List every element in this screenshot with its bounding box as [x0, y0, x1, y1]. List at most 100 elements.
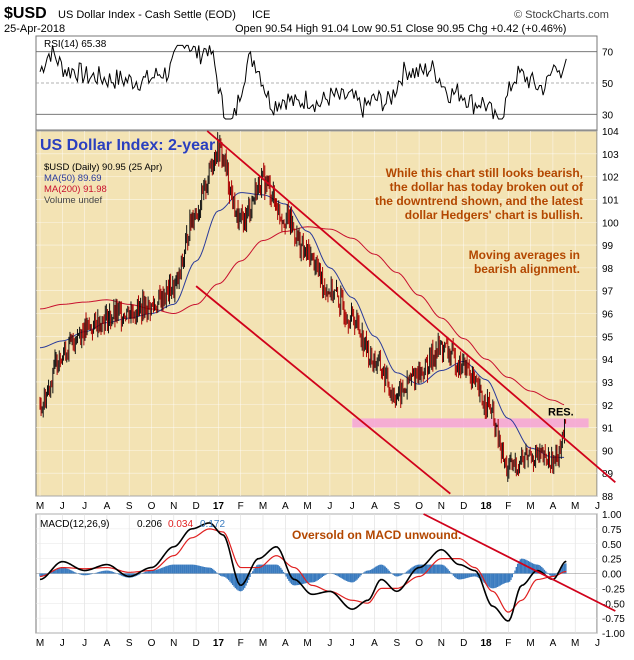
price-tick-label: 99 — [602, 241, 614, 252]
rsi-line — [39, 44, 567, 120]
price-legend-item: MA(50) 89.69 — [44, 173, 102, 184]
price-legend-item: $USD (Daily) 90.95 (25 Apr) — [44, 162, 162, 173]
macd-month-label: M — [36, 638, 44, 649]
macd-month-label: J — [60, 638, 65, 649]
macd-month-label: M — [303, 638, 311, 649]
month-label: J — [327, 501, 332, 512]
ohlc-readout: Open 90.54 High 91.04 Low 90.51 Close 90… — [235, 23, 567, 35]
month-label: A — [282, 501, 289, 512]
channel-extension-line — [423, 513, 616, 612]
macd-tick-label: -0.75 — [602, 614, 625, 625]
macd-month-label: J — [327, 638, 332, 649]
resistance-label: RES. — [548, 406, 574, 418]
macd-month-label: D — [192, 638, 199, 649]
macd-month-label: M — [571, 638, 579, 649]
month-label: D — [460, 501, 467, 512]
month-label: O — [415, 501, 423, 512]
price-tick-label: 102 — [602, 173, 619, 184]
rsi-legend: RSI(14) 65.38 — [44, 39, 107, 50]
month-label: F — [505, 501, 511, 512]
macd-month-label: M — [259, 638, 267, 649]
chart-exchange: ICE — [252, 9, 271, 21]
bearish-annotation: the downtrend shown, and the latest — [375, 194, 583, 208]
chart-symbol: $USD — [4, 5, 47, 22]
price-tick-label: 103 — [602, 150, 619, 161]
channel-upper-line — [206, 130, 616, 483]
month-label: J — [60, 501, 65, 512]
month-label: D — [192, 501, 199, 512]
macd-month-label: D — [460, 638, 467, 649]
macd-tick-label: 0.75 — [602, 525, 622, 536]
macd-tick-label: 0.50 — [602, 540, 622, 551]
channel-lower-line — [195, 285, 451, 495]
month-label: N — [170, 501, 177, 512]
macd-month-label: A — [282, 638, 289, 649]
price-tick-label: 90 — [602, 446, 614, 457]
price-tick-label: 100 — [602, 218, 619, 229]
macd-month-label: F — [238, 638, 244, 649]
macd-month-label: S — [393, 638, 400, 649]
rsi-tick-label: 50 — [602, 79, 614, 90]
macd-line — [39, 522, 567, 622]
month-label: N — [438, 501, 445, 512]
price-panel-title: US Dollar Index: 2-year — [40, 137, 215, 154]
resistance-band — [352, 418, 589, 428]
price-tick-label: 92 — [602, 401, 614, 412]
price-tick-label: 96 — [602, 310, 614, 321]
month-label: 18 — [480, 501, 492, 512]
macd-tick-label: -0.25 — [602, 584, 625, 595]
macd-legend-name: MACD(12,26,9) — [40, 519, 109, 530]
month-label: F — [238, 501, 244, 512]
price-tick-label: 98 — [602, 264, 614, 275]
month-label: S — [393, 501, 400, 512]
macd-month-label: F — [505, 638, 511, 649]
price-tick-label: 88 — [602, 492, 614, 503]
ma50-line — [39, 192, 565, 458]
macd-month-label: A — [371, 638, 378, 649]
price-tick-label: 101 — [602, 195, 619, 206]
bearish-annotation: While this chart still looks bearish, — [386, 166, 583, 180]
month-label: M — [526, 501, 534, 512]
rsi-tick-label: 70 — [602, 48, 614, 59]
bearish-annotation: dollar Hedgers' chart is bullish. — [405, 208, 583, 222]
macd-tick-label: 1.00 — [602, 510, 622, 521]
chart-date: 25-Apr-2018 — [4, 23, 66, 35]
macd-tick-label: -0.50 — [602, 599, 625, 610]
month-label: S — [126, 501, 133, 512]
macd-annotation: Oversold on MACD unwound. — [292, 528, 461, 542]
price-tick-label: 104 — [602, 127, 619, 138]
month-label: M — [259, 501, 267, 512]
macd-tick-label: 0.00 — [602, 570, 622, 581]
rsi-tick-label: 30 — [602, 110, 614, 121]
macd-month-label: N — [438, 638, 445, 649]
macd-month-label: O — [148, 638, 156, 649]
bearish-annotation: the dollar has today broken out of — [390, 180, 584, 194]
month-label: J — [82, 501, 87, 512]
month-label: O — [148, 501, 156, 512]
chart-name: US Dollar Index - Cash Settle (EOD) — [58, 9, 236, 21]
macd-month-label: J — [595, 638, 600, 649]
month-label: M — [571, 501, 579, 512]
chart-source: © StockCharts.com — [514, 9, 609, 21]
signal-line — [39, 528, 567, 613]
macd-month-label: N — [170, 638, 177, 649]
month-label: M — [303, 501, 311, 512]
macd-month-label: J — [350, 638, 355, 649]
macd-legend-signal: 0.034 — [168, 519, 193, 530]
ma-annotation: bearish alignment. — [474, 262, 580, 276]
month-label: A — [371, 501, 378, 512]
price-legend-item: Volume undef — [44, 195, 102, 206]
macd-month-label: J — [82, 638, 87, 649]
macd-month-label: A — [550, 638, 557, 649]
macd-tick-label: -1.00 — [602, 629, 625, 640]
macd-month-label: 18 — [480, 638, 492, 649]
price-legend-item: MA(200) 91.98 — [44, 184, 107, 195]
month-label: 17 — [213, 501, 225, 512]
price-tick-label: 94 — [602, 355, 614, 366]
month-label: A — [104, 501, 111, 512]
price-tick-label: 95 — [602, 332, 614, 343]
price-tick-label: 97 — [602, 287, 614, 298]
month-label: J — [350, 501, 355, 512]
month-label: J — [595, 501, 600, 512]
